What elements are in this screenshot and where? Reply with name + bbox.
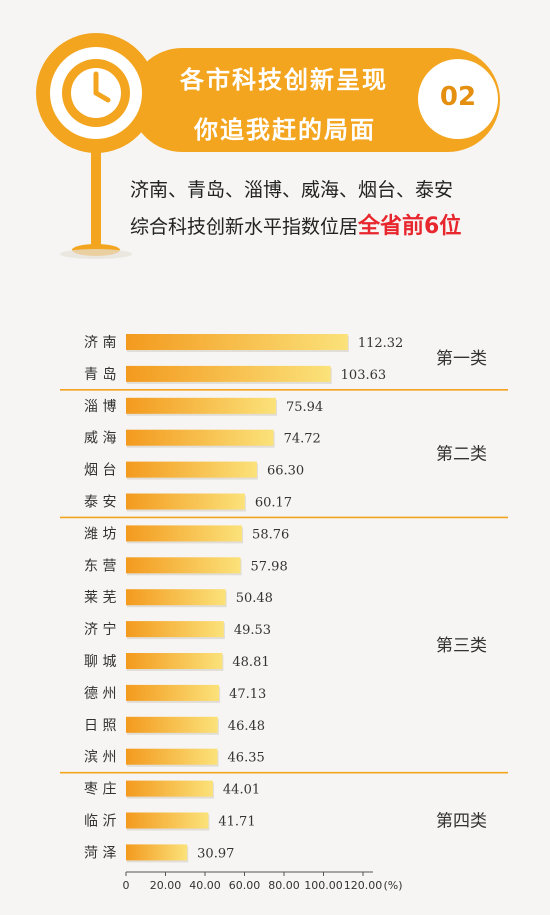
title-line-1: 各市科技创新呈现: [180, 66, 388, 94]
subtitle-prefix: 综合科技创新水平指数位居: [130, 216, 359, 238]
category-label: 潍 坊: [84, 526, 116, 542]
value-label: 60.17: [255, 496, 292, 511]
x-tick-label: 80.00: [268, 879, 300, 892]
bar: [126, 844, 188, 861]
bar: [126, 429, 274, 446]
group-label: 第四类: [436, 812, 487, 832]
bar: [126, 461, 257, 478]
category-label: 日 照: [84, 718, 116, 734]
value-label: 50.48: [236, 591, 273, 606]
bar: [126, 334, 348, 350]
subtitle-highlight: 全省前6位: [358, 214, 462, 239]
category-label: 菏 泽: [84, 845, 116, 861]
bar: [126, 589, 226, 606]
category-label: 青 岛: [84, 367, 116, 383]
value-label: 47.13: [229, 687, 266, 702]
category-label: 聊 城: [84, 654, 116, 670]
bar: [126, 716, 218, 733]
subtitle-line-2: 综合科技创新水平指数位居全省前6位: [130, 208, 461, 240]
x-axis-unit: (%): [383, 879, 402, 892]
x-tick-label: 40.00: [189, 879, 221, 892]
value-label: 46.48: [228, 719, 265, 734]
clock-icon: [62, 59, 130, 127]
value-label: 74.72: [284, 432, 321, 447]
value-label: 30.97: [197, 846, 234, 861]
group-label: 第二类: [436, 445, 487, 465]
bar: [126, 397, 276, 414]
x-tick-label: 20.00: [150, 879, 182, 892]
bar: [126, 812, 209, 829]
bar: [126, 780, 213, 797]
header-graphic: [36, 33, 500, 259]
value-label: 112.32: [358, 336, 404, 351]
value-label: 44.01: [223, 783, 260, 798]
category-label: 威 海: [84, 431, 116, 447]
bar: [126, 684, 220, 701]
category-label: 枣 庄: [84, 781, 116, 798]
subtitle-line-1: 济南、青岛、淄博、威海、烟台、泰安: [130, 179, 454, 201]
pin-shadow: [60, 249, 132, 259]
value-label: 57.98: [251, 559, 288, 574]
category-label: 德 州: [84, 686, 116, 702]
section-number: 02: [439, 82, 477, 112]
value-label: 75.94: [286, 400, 323, 415]
category-label: 滨 州: [84, 750, 116, 766]
group-label: 第一类: [436, 349, 487, 369]
title-line-2: 你追我赶的局面: [194, 116, 376, 144]
category-label: 济 南: [84, 335, 116, 351]
group-label: 第三类: [436, 636, 487, 656]
category-label: 烟 台: [84, 463, 116, 479]
value-label: 48.81: [232, 655, 269, 670]
bar: [126, 653, 223, 669]
bar: [126, 493, 245, 510]
bar: [126, 621, 224, 638]
value-label: 46.35: [228, 751, 265, 766]
pin-stem: [91, 150, 101, 248]
category-label: 莱 芜: [84, 589, 116, 606]
value-label: 49.53: [234, 623, 271, 638]
header: 各市科技创新呈现 你追我赶的局面 02 济南、青岛、淄博、威海、烟台、泰安 综合…: [0, 0, 550, 300]
x-tick-label: 120.00: [344, 879, 383, 892]
value-label: 41.71: [218, 815, 255, 830]
category-label: 东 营: [84, 558, 116, 574]
bar: [126, 748, 218, 765]
category-label: 临 沂: [84, 814, 116, 830]
value-label: 103.63: [341, 368, 387, 383]
title-banner: [130, 48, 500, 152]
number-circle: [418, 59, 498, 139]
value-label: 66.30: [267, 464, 304, 479]
x-tick-label: 100.00: [304, 879, 343, 892]
category-label: 淄 博: [84, 398, 116, 415]
category-label: 泰 安: [84, 495, 116, 511]
value-label: 58.76: [252, 527, 289, 542]
bar: [126, 525, 243, 542]
x-tick-label: 0: [123, 879, 130, 892]
category-label: 济 宁: [84, 621, 116, 638]
bar: [126, 365, 331, 382]
bar: [126, 557, 241, 574]
x-tick-label: 60.00: [229, 879, 261, 892]
